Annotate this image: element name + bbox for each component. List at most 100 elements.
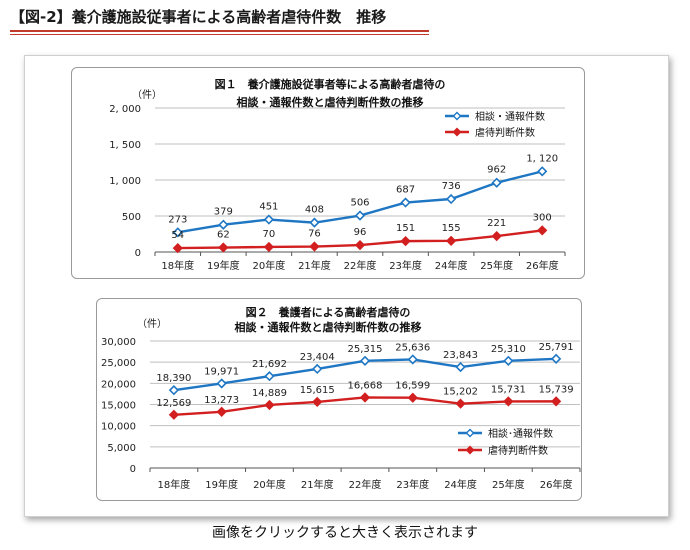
chart-1-consult-data-label: 408 bbox=[305, 205, 324, 216]
chart-2-title-line-2: 相談・通報件数と虐待判断件数の推移 bbox=[235, 320, 422, 334]
enlarge-caption: 画像をクリックすると大きく表示されます bbox=[212, 525, 478, 541]
chart-2-consult-data-label: 25,310 bbox=[491, 344, 526, 355]
chart-1-abuse-data-label: 151 bbox=[396, 223, 415, 234]
chart-2-consult-point bbox=[168, 385, 180, 396]
chart-2-legend-consult-marker bbox=[465, 428, 475, 438]
chart-1-consult-data-label: 962 bbox=[487, 165, 506, 176]
chart-1-abuse-point bbox=[491, 230, 502, 242]
chart-1-consult-data-label: 451 bbox=[259, 202, 278, 213]
chart-1-abuse-data-label: 76 bbox=[308, 229, 321, 240]
chart-1-x-tick-label: 23年度 bbox=[389, 259, 422, 272]
chart-2-consult-data-label: 18,390 bbox=[156, 373, 191, 384]
chart-2-consult-point bbox=[216, 378, 227, 389]
chart-1-abuse-point bbox=[263, 241, 275, 253]
chart-2-y-tick-label: 5,000 bbox=[107, 443, 136, 454]
chart-2-x-tick-label: 24年度 bbox=[444, 478, 477, 491]
chart-1-y-tick-label: 0 bbox=[135, 248, 141, 259]
chart-1-y-tick-label: 2, 000 bbox=[109, 104, 141, 115]
chart-1-abuse-data-label: 221 bbox=[487, 218, 506, 229]
chart-2-consult-point bbox=[550, 353, 562, 364]
chart-2-x-tick-label: 25年度 bbox=[492, 478, 525, 491]
chart-2-y-tick-label: 0 bbox=[130, 464, 136, 475]
chart-1-consult-point bbox=[445, 193, 457, 205]
chart-2-abuse-point bbox=[312, 396, 323, 408]
chart-2-legend-consult-label: 相談･通報件数 bbox=[488, 427, 553, 440]
chart-2-consult-point bbox=[503, 355, 514, 366]
chart-2-consult-data-label: 21,692 bbox=[252, 359, 287, 370]
chart-2-y-tick-label: 25,000 bbox=[101, 358, 136, 369]
chart-1-y-tick-label: 500 bbox=[122, 212, 141, 223]
chart-2-abuse-point bbox=[550, 396, 562, 407]
chart-2-x-tick-label: 26年度 bbox=[540, 478, 573, 491]
chart-2-y-tick-label: 20,000 bbox=[101, 379, 136, 390]
chart-2-legend-abuse-marker bbox=[465, 445, 475, 455]
chart-1-title-line-1: 図１ 養介護施設従事者等による高齢者虐待の bbox=[215, 77, 446, 91]
chart-2-abuse-data-label: 16,668 bbox=[348, 380, 383, 391]
chart-1-x-tick-label: 21年度 bbox=[298, 259, 331, 272]
chart-2-abuse-point bbox=[216, 406, 227, 417]
heading-underline-thin bbox=[10, 34, 429, 35]
chart-1-abuse-point bbox=[309, 241, 320, 252]
chart-2-consult-point bbox=[264, 371, 275, 382]
chart-2-x-tick-label: 22年度 bbox=[349, 478, 382, 491]
chart-1-legend-abuse-label: 虐待判断件数 bbox=[475, 126, 535, 139]
chart-2-consult-point bbox=[359, 355, 371, 366]
chart-1-legend-abuse-marker bbox=[452, 127, 462, 137]
chart-1-x-tick-label: 19年度 bbox=[207, 259, 240, 272]
chart-2-y-tick-label: 15,000 bbox=[101, 401, 136, 412]
chart-1-abuse-data-label: 155 bbox=[442, 223, 461, 234]
chart-2-abuse-data-label: 15,739 bbox=[539, 384, 574, 395]
chart-2-abuse-data-label: 12,569 bbox=[156, 398, 191, 409]
chart-1-abuse-point bbox=[400, 235, 411, 247]
chart-1-consult-point bbox=[309, 217, 320, 228]
chart-1-consult-point bbox=[218, 219, 229, 230]
chart-2-consult-point bbox=[312, 363, 323, 375]
chart-1-x-tick-label: 26年度 bbox=[526, 259, 559, 272]
chart-1-abuse-data-label: 62 bbox=[217, 230, 230, 241]
chart-1-y-tick-label: 1, 000 bbox=[109, 176, 141, 187]
chart-2-x-tick-label: 23年度 bbox=[396, 478, 429, 491]
chart-1-consult-point bbox=[354, 210, 366, 221]
chart-2-x-tick-label: 19年度 bbox=[205, 478, 238, 491]
chart-1-legend-consult-label: 相談・通報件数 bbox=[475, 110, 545, 123]
chart-1-abuse-point bbox=[537, 225, 548, 236]
chart-2-abuse-data-label: 13,273 bbox=[204, 395, 239, 406]
chart-1-abuse-data-label: 96 bbox=[354, 227, 367, 238]
chart-2-abuse-point bbox=[264, 399, 275, 411]
chart-1-abuse-data-label: 70 bbox=[263, 229, 276, 240]
page-heading: 【図-2】養介護施設従事者による高齢者虐待件数 推移 bbox=[10, 8, 387, 26]
chart-2-abuse-data-label: 14,889 bbox=[252, 388, 287, 399]
chart-1-x-tick-label: 18年度 bbox=[161, 259, 194, 272]
chart-2-abuse-data-label: 15,731 bbox=[491, 384, 526, 395]
chart-1-consult-point bbox=[263, 214, 275, 225]
chart-1-abuse-point bbox=[172, 242, 183, 254]
chart-2-consult-data-label: 23,843 bbox=[443, 350, 478, 361]
chart-1-consult-data-label: 1, 120 bbox=[526, 153, 558, 164]
chart-1-consult-point bbox=[491, 177, 502, 188]
chart-2-abuse-point bbox=[407, 392, 418, 403]
chart-1-x-tick-label: 25年度 bbox=[480, 259, 513, 272]
chart-2-y-axis-label: （件） bbox=[137, 318, 167, 330]
chart-1-legend-consult-marker bbox=[452, 111, 462, 121]
chart-1-abuse-point bbox=[445, 235, 457, 246]
chart-1-consult-data-label: 273 bbox=[168, 214, 187, 225]
chart-2-abuse-point bbox=[503, 396, 514, 407]
chart-1-abuse-point bbox=[218, 242, 229, 253]
chart-2-y-tick-label: 30,000 bbox=[101, 337, 136, 348]
chart-1-y-axis-label: （件） bbox=[132, 89, 162, 101]
chart-2-consult-data-label: 19,971 bbox=[204, 366, 239, 377]
chart-2-consult-data-label: 25,791 bbox=[539, 342, 574, 353]
chart-2-abuse-data-label: 16,599 bbox=[395, 381, 430, 392]
chart-2-abuse-point bbox=[168, 409, 180, 420]
heading-underline bbox=[10, 30, 429, 32]
chart-1-title-line-2: 相談・通報件数と虐待判断件数の推移 bbox=[237, 95, 424, 109]
chart-2-y-tick-label: 10,000 bbox=[101, 422, 136, 433]
chart-2-title-line-1: 図２ 養護者による高齢者虐待の bbox=[246, 305, 411, 319]
chart-2-x-tick-label: 18年度 bbox=[158, 478, 191, 491]
chart-2-consult-point bbox=[455, 361, 466, 373]
chart-1-consult-point bbox=[537, 166, 548, 177]
chart-1-x-tick-label: 22年度 bbox=[344, 259, 377, 272]
chart-2-x-tick-label: 20年度 bbox=[253, 478, 286, 491]
chart-2-abuse-data-label: 15,615 bbox=[300, 385, 335, 396]
